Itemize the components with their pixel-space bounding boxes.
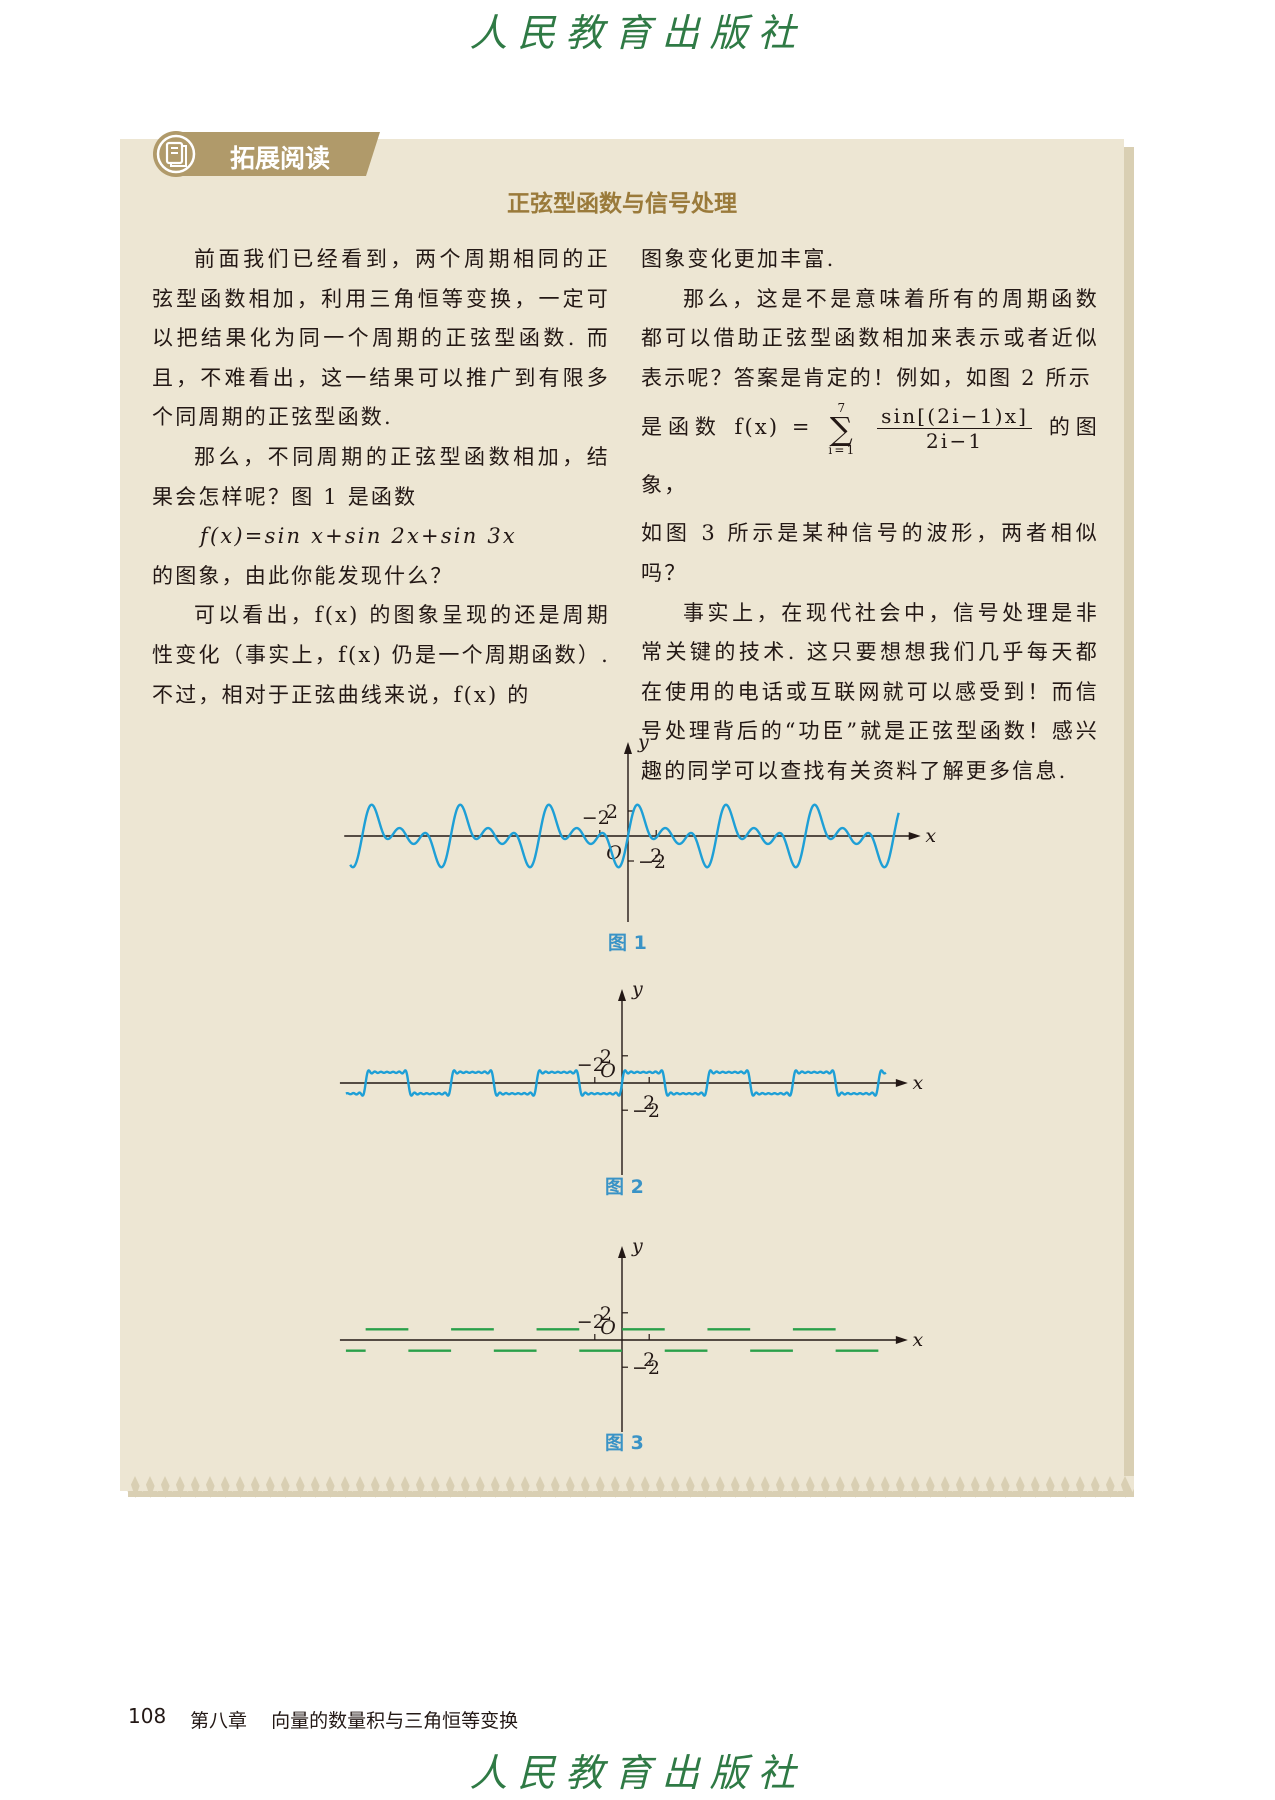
y-tick-label-pos: 2 (606, 801, 618, 823)
right-paragraph-3: 如图 3 所示是某种信号的波形，两者相似吗？ (641, 521, 1099, 585)
fraction: sin[(2i−1)x] 2i−1 (877, 404, 1033, 454)
fraction-denominator: 2i−1 (925, 429, 984, 454)
origin-label: O (600, 1317, 616, 1339)
panel-zigzag-edge (120, 1476, 1134, 1498)
right-column: 图象变化更加丰富. 那么，这是不是意味着所有的周期函数都可以借助正弦型函数相加来… (641, 240, 1099, 792)
y-tick-label-pos: 2 (600, 1303, 612, 1325)
publisher-logo-top: 人民教育出版社 (469, 11, 806, 55)
right-paragraph-1: 图象变化更加丰富. (641, 247, 836, 271)
x-tick-label-pos: 2 (643, 1349, 655, 1371)
x-axis-label: x (912, 1072, 923, 1094)
figure-1-caption: 图 1 (608, 932, 647, 954)
left-paragraph-1: 前面我们已经看到，两个周期相同的正弦型函数相加，利用三角恒等变换，一定可以把结果… (152, 247, 610, 430)
sum-symbol: ∑ (829, 409, 855, 448)
function-curve (349, 803, 900, 869)
y-axis-label: y (631, 1235, 643, 1257)
formula-prefix: 是函数 f(x) = (641, 415, 812, 440)
x-tick-label-neg: −2 (582, 807, 610, 829)
function-curve (345, 1069, 887, 1097)
x-tick-label-pos: 2 (650, 845, 662, 867)
right-paragraph-4: 事实上，在现代社会中，信号处理是非常关键的技术. 这只要想想我们几乎每天都在使用… (641, 600, 1099, 783)
y-axis-arrow (624, 742, 632, 754)
badge-banner (153, 131, 380, 177)
y-tick-label-neg: −2 (632, 1357, 660, 1379)
origin-label: O (600, 1060, 616, 1082)
left-paragraph-2: 那么，不同周期的正弦型函数相加，结果会怎样呢？图 1 是函数 (152, 444, 610, 509)
right-formula-line: 是函数 f(x) = 7 ∑ i=1 sin[(2i−1)x] 2i−1 的图象… (641, 398, 1099, 514)
page-number: 108 (128, 1704, 167, 1728)
x-tick-label-neg: −2 (577, 1311, 605, 1333)
figure-2-caption: 图 2 (605, 1176, 644, 1198)
section-badge-label: 拓展阅读 (230, 144, 331, 173)
publisher-logo-bottom: 人民教育出版社 (469, 1751, 806, 1795)
x-tick-label-pos: 2 (643, 1092, 655, 1114)
x-axis-label: x (925, 825, 936, 847)
x-tick-label-neg: −2 (577, 1054, 605, 1076)
figure-3-caption: 图 3 (605, 1432, 644, 1454)
y-axis-arrow (618, 989, 626, 1001)
y-tick-label-pos: 2 (600, 1046, 612, 1068)
chapter-title: 向量的数量积与三角恒等变换 (271, 1710, 519, 1732)
x-axis-arrow (895, 1079, 908, 1087)
x-axis-arrow (895, 1336, 908, 1344)
chapter-heading: 第八章 向量的数量积与三角恒等变换 (190, 1706, 536, 1733)
book-icon (165, 141, 187, 167)
summation: 7 ∑ i=1 (828, 402, 856, 456)
fraction-numerator: sin[(2i−1)x] (877, 404, 1033, 430)
x-axis-arrow (908, 832, 921, 840)
y-axis-arrow (618, 1246, 626, 1258)
y-axis-label: y (631, 978, 643, 1000)
formula-suffix: 的图象， (641, 415, 1099, 498)
y-tick-label-neg: −2 (632, 1100, 660, 1122)
left-paragraph-4: 可以看出，f(x) 的图象呈现的还是周期性变化（事实上，f(x) 仍是一个周期函… (152, 603, 610, 707)
y-tick-label-neg: −2 (638, 851, 666, 873)
section-title: 正弦型函数与信号处理 (507, 191, 737, 217)
sum-upper: 7 (837, 400, 848, 415)
sum-lower: i=1 (828, 442, 857, 457)
right-paragraph-2: 那么，这是不是意味着所有的周期函数都可以借助正弦型函数相加来表示或者近似表示呢？… (641, 286, 1099, 390)
chapter-number: 第八章 (190, 1710, 248, 1732)
y-axis-label: y (637, 731, 649, 753)
left-column: 前面我们已经看到，两个周期相同的正弦型函数相加，利用三角恒等变换，一定可以把结果… (152, 240, 610, 715)
left-paragraph-3: 的图象，由此你能发现什么？ (152, 563, 454, 588)
x-axis-label: x (912, 1329, 923, 1351)
left-formula: f(x)=sin x+sin 2x+sin 3x (200, 524, 517, 549)
